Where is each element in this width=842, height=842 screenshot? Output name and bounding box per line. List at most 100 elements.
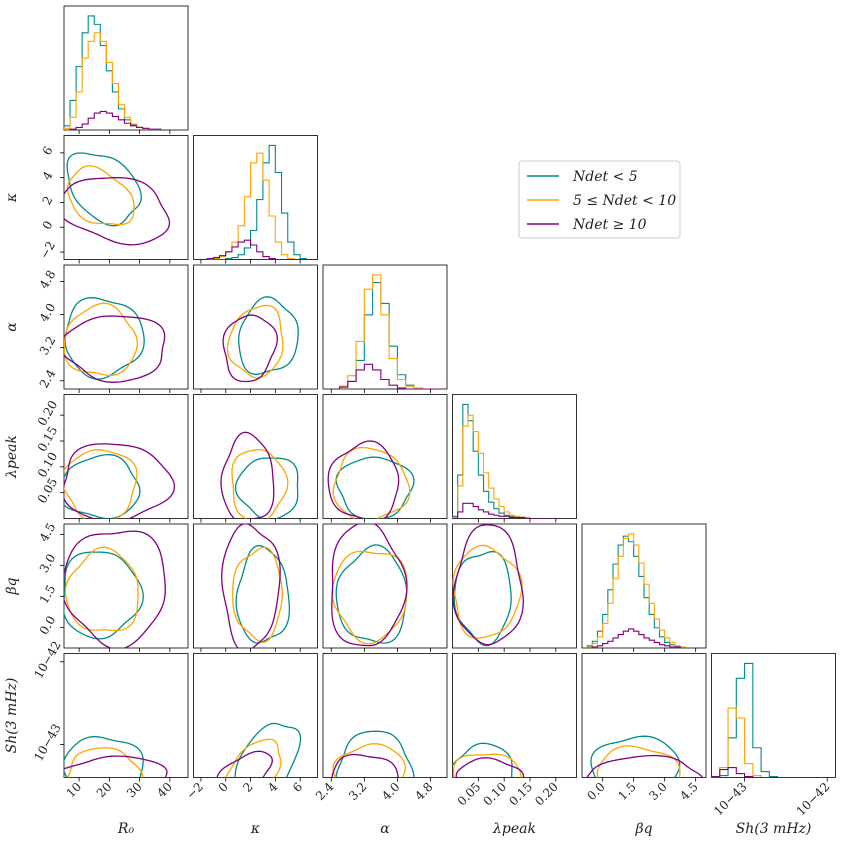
x-tick-label-Sh: 10−42 (794, 780, 833, 819)
contour-R0-Sh-series-2 (64, 755, 168, 778)
panel-frame-R0-R0 (63, 5, 189, 131)
contour-R0-alpha-series-2 (64, 315, 166, 383)
x-axis-label-beta_q: βq (634, 821, 652, 837)
y-tick-label-kappa: 6 (40, 144, 56, 158)
panel-frame-R0-kappa (63, 135, 189, 260)
contour-R0-beta_q-series-0 (64, 551, 144, 640)
x-tick-label-R0: 40 (154, 780, 175, 801)
x-tick-label-kappa: −2 (184, 780, 206, 802)
contour-kappa-Sh-series-0 (234, 722, 302, 778)
contour-alpha-beta_q-series-2 (331, 524, 408, 647)
contour-R0-lambda_peak-series-1 (64, 449, 138, 519)
panel-frame-beta_q-beta_q (581, 523, 707, 649)
x-tick-label-kappa: 4 (265, 779, 281, 795)
y-tick-label-beta_q: 3.0 (37, 552, 59, 576)
histogram-Sh-series-1 (711, 707, 786, 778)
histogram-Sh-series-2 (711, 767, 786, 778)
x-tick-label-beta_q: 3.0 (646, 780, 669, 803)
histogram-beta_q-series-2 (587, 628, 696, 648)
x-tick-label-kappa: 2 (240, 780, 255, 795)
contour-beta_q-Sh-series-1 (596, 745, 681, 778)
contour-kappa-alpha-series-2 (222, 314, 278, 383)
contour-alpha-lambda_peak-series-2 (327, 440, 400, 519)
contour-alpha-Sh-series-0 (335, 730, 415, 778)
x-tick-label-beta_q: 4.5 (677, 780, 700, 803)
x-tick-label-alpha: 4.8 (412, 780, 435, 803)
panel-frame-kappa-kappa (193, 135, 318, 260)
contour-beta_q-Sh-series-2 (586, 754, 704, 778)
y-tick-label-beta_q: 0.0 (37, 614, 59, 638)
contour-R0-kappa-series-0 (66, 152, 142, 227)
y-tick-label-beta_q: 1.5 (37, 583, 59, 607)
y-tick-label-kappa: −2 (37, 239, 58, 261)
y-axis-label-beta_q: βq (4, 577, 20, 595)
x-axis-label-lambda_peak: λpeak (492, 821, 536, 837)
contour-kappa-beta_q-series-2 (221, 524, 281, 648)
x-tick-label-kappa: 0 (216, 780, 231, 795)
histogram-lambda_peak-series-2 (452, 502, 556, 519)
x-tick-label-lambda_peak: 0.20 (532, 780, 561, 809)
panels-layer (60, 5, 836, 782)
contour-lambda_peak-Sh-series-1 (452, 753, 522, 778)
histogram-beta_q-series-1 (586, 533, 696, 648)
panel-frame-beta_q-Sh (581, 653, 707, 778)
x-axis-label-Sh: Sh(3 mHz) (736, 821, 812, 837)
contour-R0-alpha-series-1 (64, 302, 138, 377)
histogram-beta_q-series-0 (586, 535, 696, 648)
contour-beta_q-Sh-series-0 (590, 735, 681, 778)
y-tick-label-alpha: 2.4 (37, 367, 59, 391)
contour-kappa-lambda_peak-series-1 (231, 449, 289, 519)
panel-frame-lambda_peak-beta_q (452, 523, 577, 649)
y-tick-label-alpha: 4.8 (37, 268, 59, 292)
histogram-R0-series-0 (64, 15, 185, 130)
histogram-kappa-series-2 (194, 239, 313, 260)
y-tick-label-Sh: 10−43 (31, 721, 63, 763)
y-tick-label-lambda_peak: 0.10 (35, 450, 60, 480)
histogram-lambda_peak-series-1 (452, 414, 556, 519)
contour-R0-kappa-series-1 (66, 165, 135, 226)
panel-frame-R0-alpha (63, 264, 189, 390)
x-tick-label-R0: 20 (94, 780, 115, 801)
contour-kappa-lambda_peak-series-0 (234, 457, 299, 519)
contour-kappa-beta_q-series-1 (232, 546, 283, 644)
panel-frame-kappa-Sh (193, 653, 318, 778)
panel-frame-lambda_peak-lambda_peak (452, 394, 577, 519)
panel-frame-R0-beta_q (63, 523, 189, 649)
contour-lambda_peak-Sh-series-0 (452, 742, 513, 778)
panel-frame-R0-Sh (63, 653, 189, 778)
x-tick-label-lambda_peak: 0.15 (506, 780, 535, 809)
x-axis-label-R0: R₀ (117, 821, 135, 837)
x-tick-label-R0: 30 (124, 780, 145, 801)
x-tick-label-lambda_peak: 0.10 (480, 780, 509, 809)
legend-label-0: Ndet < 5 (572, 169, 638, 185)
panel-frame-R0-lambda_peak (63, 394, 189, 519)
contour-lambda_peak-beta_q-series-0 (453, 550, 512, 647)
y-tick-label-kappa: 0 (40, 218, 56, 232)
legend-label-2: Ndet ≥ 10 (572, 217, 647, 233)
panel-frame-kappa-beta_q (193, 523, 318, 649)
histogram-lambda_peak-series-0 (452, 403, 556, 519)
y-axis-label-lambda_peak: λpeak (4, 435, 20, 479)
histogram-kappa-series-1 (194, 152, 313, 260)
x-tick-label-R0: 10 (64, 780, 85, 801)
y-tick-label-alpha: 4.0 (37, 301, 59, 325)
histogram-R0-series-2 (64, 110, 185, 130)
panel-frame-alpha-lambda_peak (322, 394, 448, 519)
histogram-kappa-series-0 (194, 144, 313, 260)
x-tick-label-kappa: 6 (290, 780, 305, 795)
contour-alpha-Sh-series-2 (331, 753, 399, 778)
contour-kappa-beta_q-series-0 (235, 545, 291, 644)
panel-frame-alpha-Sh (322, 653, 448, 778)
x-axis-label-alpha: α (380, 821, 390, 837)
contour-kappa-lambda_peak-series-2 (220, 431, 275, 519)
panel-frame-alpha-beta_q (322, 523, 448, 649)
x-tick-label-alpha: 2.4 (313, 779, 337, 803)
panel-frame-kappa-alpha (193, 264, 318, 390)
contour-kappa-alpha-series-1 (226, 304, 284, 379)
contour-kappa-Sh-series-2 (216, 750, 273, 778)
contour-R0-lambda_peak-series-2 (64, 443, 176, 519)
contour-lambda_peak-beta_q-series-1 (452, 544, 523, 639)
contour-lambda_peak-Sh-series-2 (455, 757, 525, 778)
y-tick-label-kappa: 4 (40, 169, 56, 183)
